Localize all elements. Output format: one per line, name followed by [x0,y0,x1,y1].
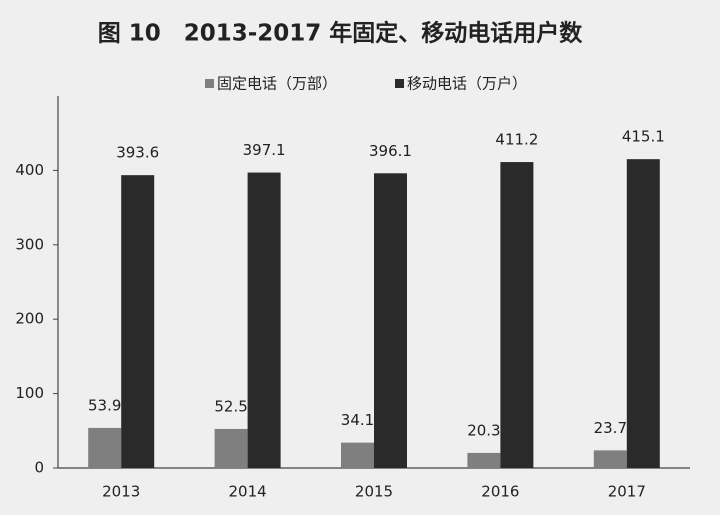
legend-label: 固定电话（万部） [217,75,337,93]
value-label: 411.2 [495,131,538,149]
value-label: 53.9 [88,396,121,414]
value-label: 20.3 [467,421,500,439]
chart-title: 图 10 2013-2017 年固定、移动电话用户数 [98,20,584,47]
value-label: 23.7 [594,419,627,437]
y-tick-label: 300 [15,235,44,253]
value-label: 415.1 [622,128,665,146]
x-tick-label: 2015 [355,483,393,501]
value-label: 34.1 [341,411,374,429]
x-tick-label: 2013 [102,483,140,501]
legend-swatch [395,79,404,88]
legend-swatch [205,79,214,88]
bar [88,427,122,468]
y-tick-label: 100 [15,384,44,402]
bar [626,159,660,469]
bar [593,450,627,468]
value-label: 396.1 [369,142,412,160]
bar [500,162,534,468]
bar [247,172,281,468]
value-label: 393.6 [116,144,159,162]
value-label: 52.5 [214,397,247,415]
bar [341,442,374,468]
x-tick-label: 2017 [608,483,646,501]
x-tick-label: 2014 [229,483,267,501]
value-label: 397.1 [243,141,286,159]
y-tick-label: 400 [15,161,44,179]
y-tick-label: 0 [34,459,44,477]
bar [121,175,155,468]
y-tick-label: 200 [15,310,44,328]
legend-label: 移动电话（万户） [407,75,527,93]
bar [214,428,248,468]
bar [374,173,407,468]
x-tick-label: 2016 [481,483,519,501]
bar [467,452,501,468]
